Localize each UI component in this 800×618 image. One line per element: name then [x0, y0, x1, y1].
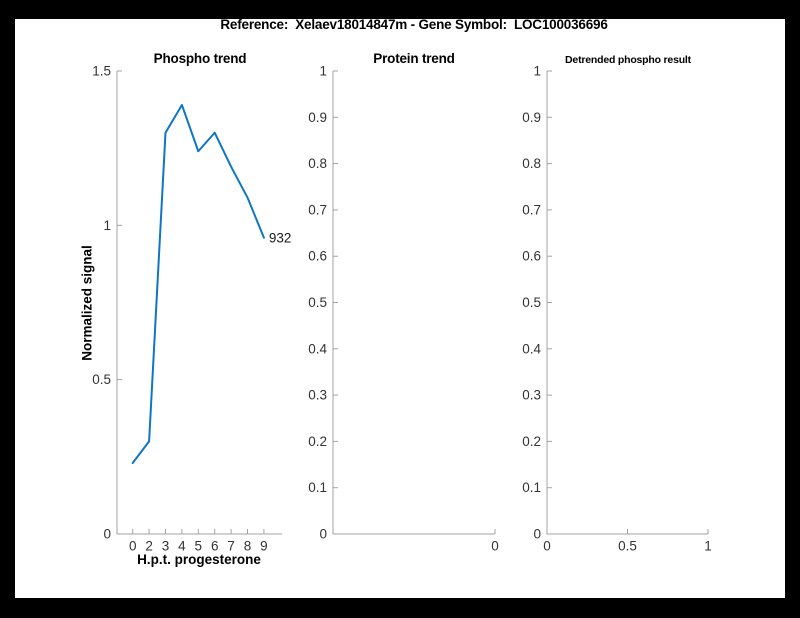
x-tick-label: 4: [178, 539, 186, 554]
y-tick-label: 0.3: [308, 388, 327, 403]
detrended-phospho-plot: 0 0.1 0.2 0.3 0.4 0.5 0.6 0.7 0.8 0.9 1 0 0.5 1: [522, 64, 712, 554]
x-tick-label: 7: [227, 539, 235, 554]
y-tick-label: 1: [533, 64, 541, 79]
detrended-phospho-title: Detrended phospho result: [565, 54, 691, 66]
x-tick-label: 0: [491, 539, 499, 554]
y-tick-label: 0.9: [522, 110, 541, 125]
figure-title: Reference: Xelaev18014847m - Gene Symbol…: [220, 17, 608, 32]
series-end-label: 932: [269, 231, 292, 246]
x-tick-label: 2: [145, 539, 153, 554]
x-tick-label: 0: [543, 539, 551, 554]
y-tick-label: 0.8: [308, 156, 327, 171]
axis-line: [116, 71, 282, 535]
phospho-y-axis-label: Normalized signal: [79, 245, 95, 361]
x-tick-label: 8: [244, 539, 252, 554]
y-tick-label: 0.4: [308, 341, 327, 356]
x-tick-label: 0.5: [618, 539, 637, 554]
y-tick-label: 0: [533, 527, 541, 542]
y-tick-label: 0: [103, 527, 111, 542]
y-tick-label: 1: [103, 218, 111, 233]
y-tick-label: 0.3: [522, 388, 541, 403]
y-tick-label: 0.5: [308, 295, 327, 310]
phospho-trend-title: Phospho trend: [153, 51, 247, 66]
x-tick-label: 6: [211, 539, 219, 554]
x-tick-label: 1: [704, 539, 712, 554]
x-tick-label: 5: [195, 539, 203, 554]
y-tick-label: 0.5: [92, 372, 111, 387]
protein-trend-title: Protein trend: [373, 51, 455, 66]
y-tick-label: 0.9: [308, 110, 327, 125]
y-tick-label: 0.1: [522, 480, 541, 495]
protein-trend-plot: 0 0.1 0.2 0.3 0.4 0.5 0.6 0.7 0.8 0.9 1 0: [308, 64, 499, 554]
x-tick-label: 9: [260, 539, 268, 554]
y-tick-label: 1: [319, 64, 327, 79]
axis-line: [546, 71, 708, 535]
x-tick-label: 0: [129, 539, 137, 554]
y-tick-label: 0.5: [522, 295, 541, 310]
y-tick-label: 0.6: [522, 249, 541, 264]
y-tick-label: 0.2: [308, 434, 327, 449]
axis-line: [332, 71, 495, 535]
y-tick-label: 0.6: [308, 249, 327, 264]
x-tick-label: 3: [162, 539, 170, 554]
phospho-series-line: [131, 103, 265, 465]
y-tick-label: 0: [319, 527, 327, 542]
y-tick-label: 0.4: [522, 341, 541, 356]
y-tick-label: 0.8: [522, 156, 541, 171]
phospho-x-axis-label: H.p.t. progesterone: [137, 552, 261, 567]
y-tick-label: 0.1: [308, 480, 327, 495]
figure-canvas: [15, 19, 785, 598]
y-tick-label: 0.2: [522, 434, 541, 449]
y-tick-label: 0.7: [522, 202, 541, 217]
y-tick-label: 1.5: [92, 64, 111, 79]
y-tick-label: 0.7: [308, 202, 327, 217]
